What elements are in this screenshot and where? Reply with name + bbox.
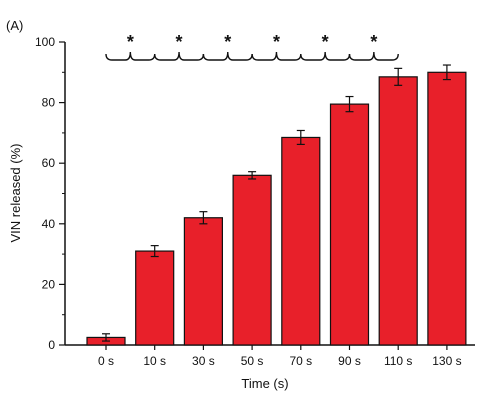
x-tick-label: 70 s	[289, 354, 312, 368]
y-axis-title: VIN released (%)	[8, 144, 23, 243]
significance-brace	[300, 51, 351, 61]
significance-brace	[105, 51, 156, 61]
x-tick-label: 110 s	[384, 354, 412, 368]
x-tick-label: 30 s	[192, 354, 215, 368]
significance-brace	[202, 51, 253, 61]
significance-star: *	[176, 32, 183, 52]
panel-label: (A)	[6, 18, 23, 33]
bar	[427, 71, 467, 346]
y-tick-label: 100	[35, 35, 55, 49]
y-tick-label: 60	[42, 156, 56, 170]
bar	[183, 217, 223, 346]
significance-brace	[348, 51, 399, 61]
significance-star: *	[322, 32, 329, 52]
x-tick-label: 0 s	[98, 354, 114, 368]
bar	[378, 76, 418, 346]
significance-brace	[251, 51, 302, 61]
x-tick-label: 50 s	[241, 354, 264, 368]
x-tick-label: 90 s	[338, 354, 361, 368]
y-tick-label: 40	[42, 217, 56, 231]
x-axis-title: Time (s)	[241, 376, 288, 391]
bar	[329, 103, 370, 346]
significance-star: *	[127, 32, 134, 52]
y-tick-label: 20	[42, 277, 56, 291]
x-tick-label: 10 s	[143, 354, 166, 368]
y-tick-label: 0	[48, 338, 55, 352]
bar	[135, 250, 175, 346]
significance-star: *	[224, 32, 231, 52]
significance-star: *	[370, 32, 377, 52]
bar	[281, 136, 321, 346]
significance-star: *	[273, 32, 280, 52]
x-tick-label: 130 s	[432, 354, 461, 368]
bar	[232, 174, 272, 346]
significance-brace	[154, 51, 205, 61]
y-tick-label: 80	[42, 96, 56, 110]
